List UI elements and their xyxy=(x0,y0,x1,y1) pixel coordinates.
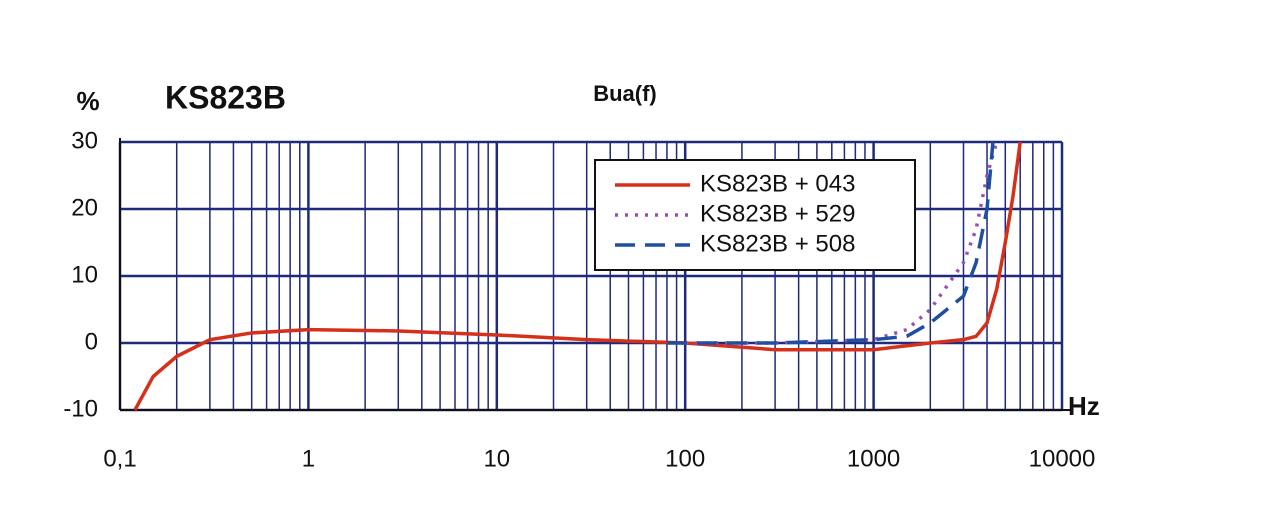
legend-label: KS823B + 508 xyxy=(700,230,855,257)
x-tick-label: 10000 xyxy=(1029,445,1096,472)
x-axis-label: Hz xyxy=(1068,391,1100,421)
series-line xyxy=(685,141,999,345)
y-tick-label: 0 xyxy=(85,328,98,355)
x-tick-label: 100 xyxy=(665,445,705,472)
y-tick-label: 10 xyxy=(71,261,98,288)
x-tick-label: 1000 xyxy=(847,445,900,472)
legend-box xyxy=(594,159,916,271)
series-line xyxy=(133,141,1022,411)
chart-title: KS823B xyxy=(165,79,286,115)
chart-subtitle: Bua(f) xyxy=(593,81,657,106)
legend-label: KS823B + 529 xyxy=(700,200,855,227)
x-tick-label: 1 xyxy=(302,445,315,472)
legend-label: KS823B + 043 xyxy=(700,170,855,197)
y-axis-label: % xyxy=(76,86,99,116)
y-tick-label: -10 xyxy=(63,395,98,422)
x-tick-label: 10 xyxy=(483,445,510,472)
y-tick-label: 20 xyxy=(71,194,98,221)
x-tick-label: 0,1 xyxy=(103,445,136,472)
y-tick-label: 30 xyxy=(71,127,98,154)
